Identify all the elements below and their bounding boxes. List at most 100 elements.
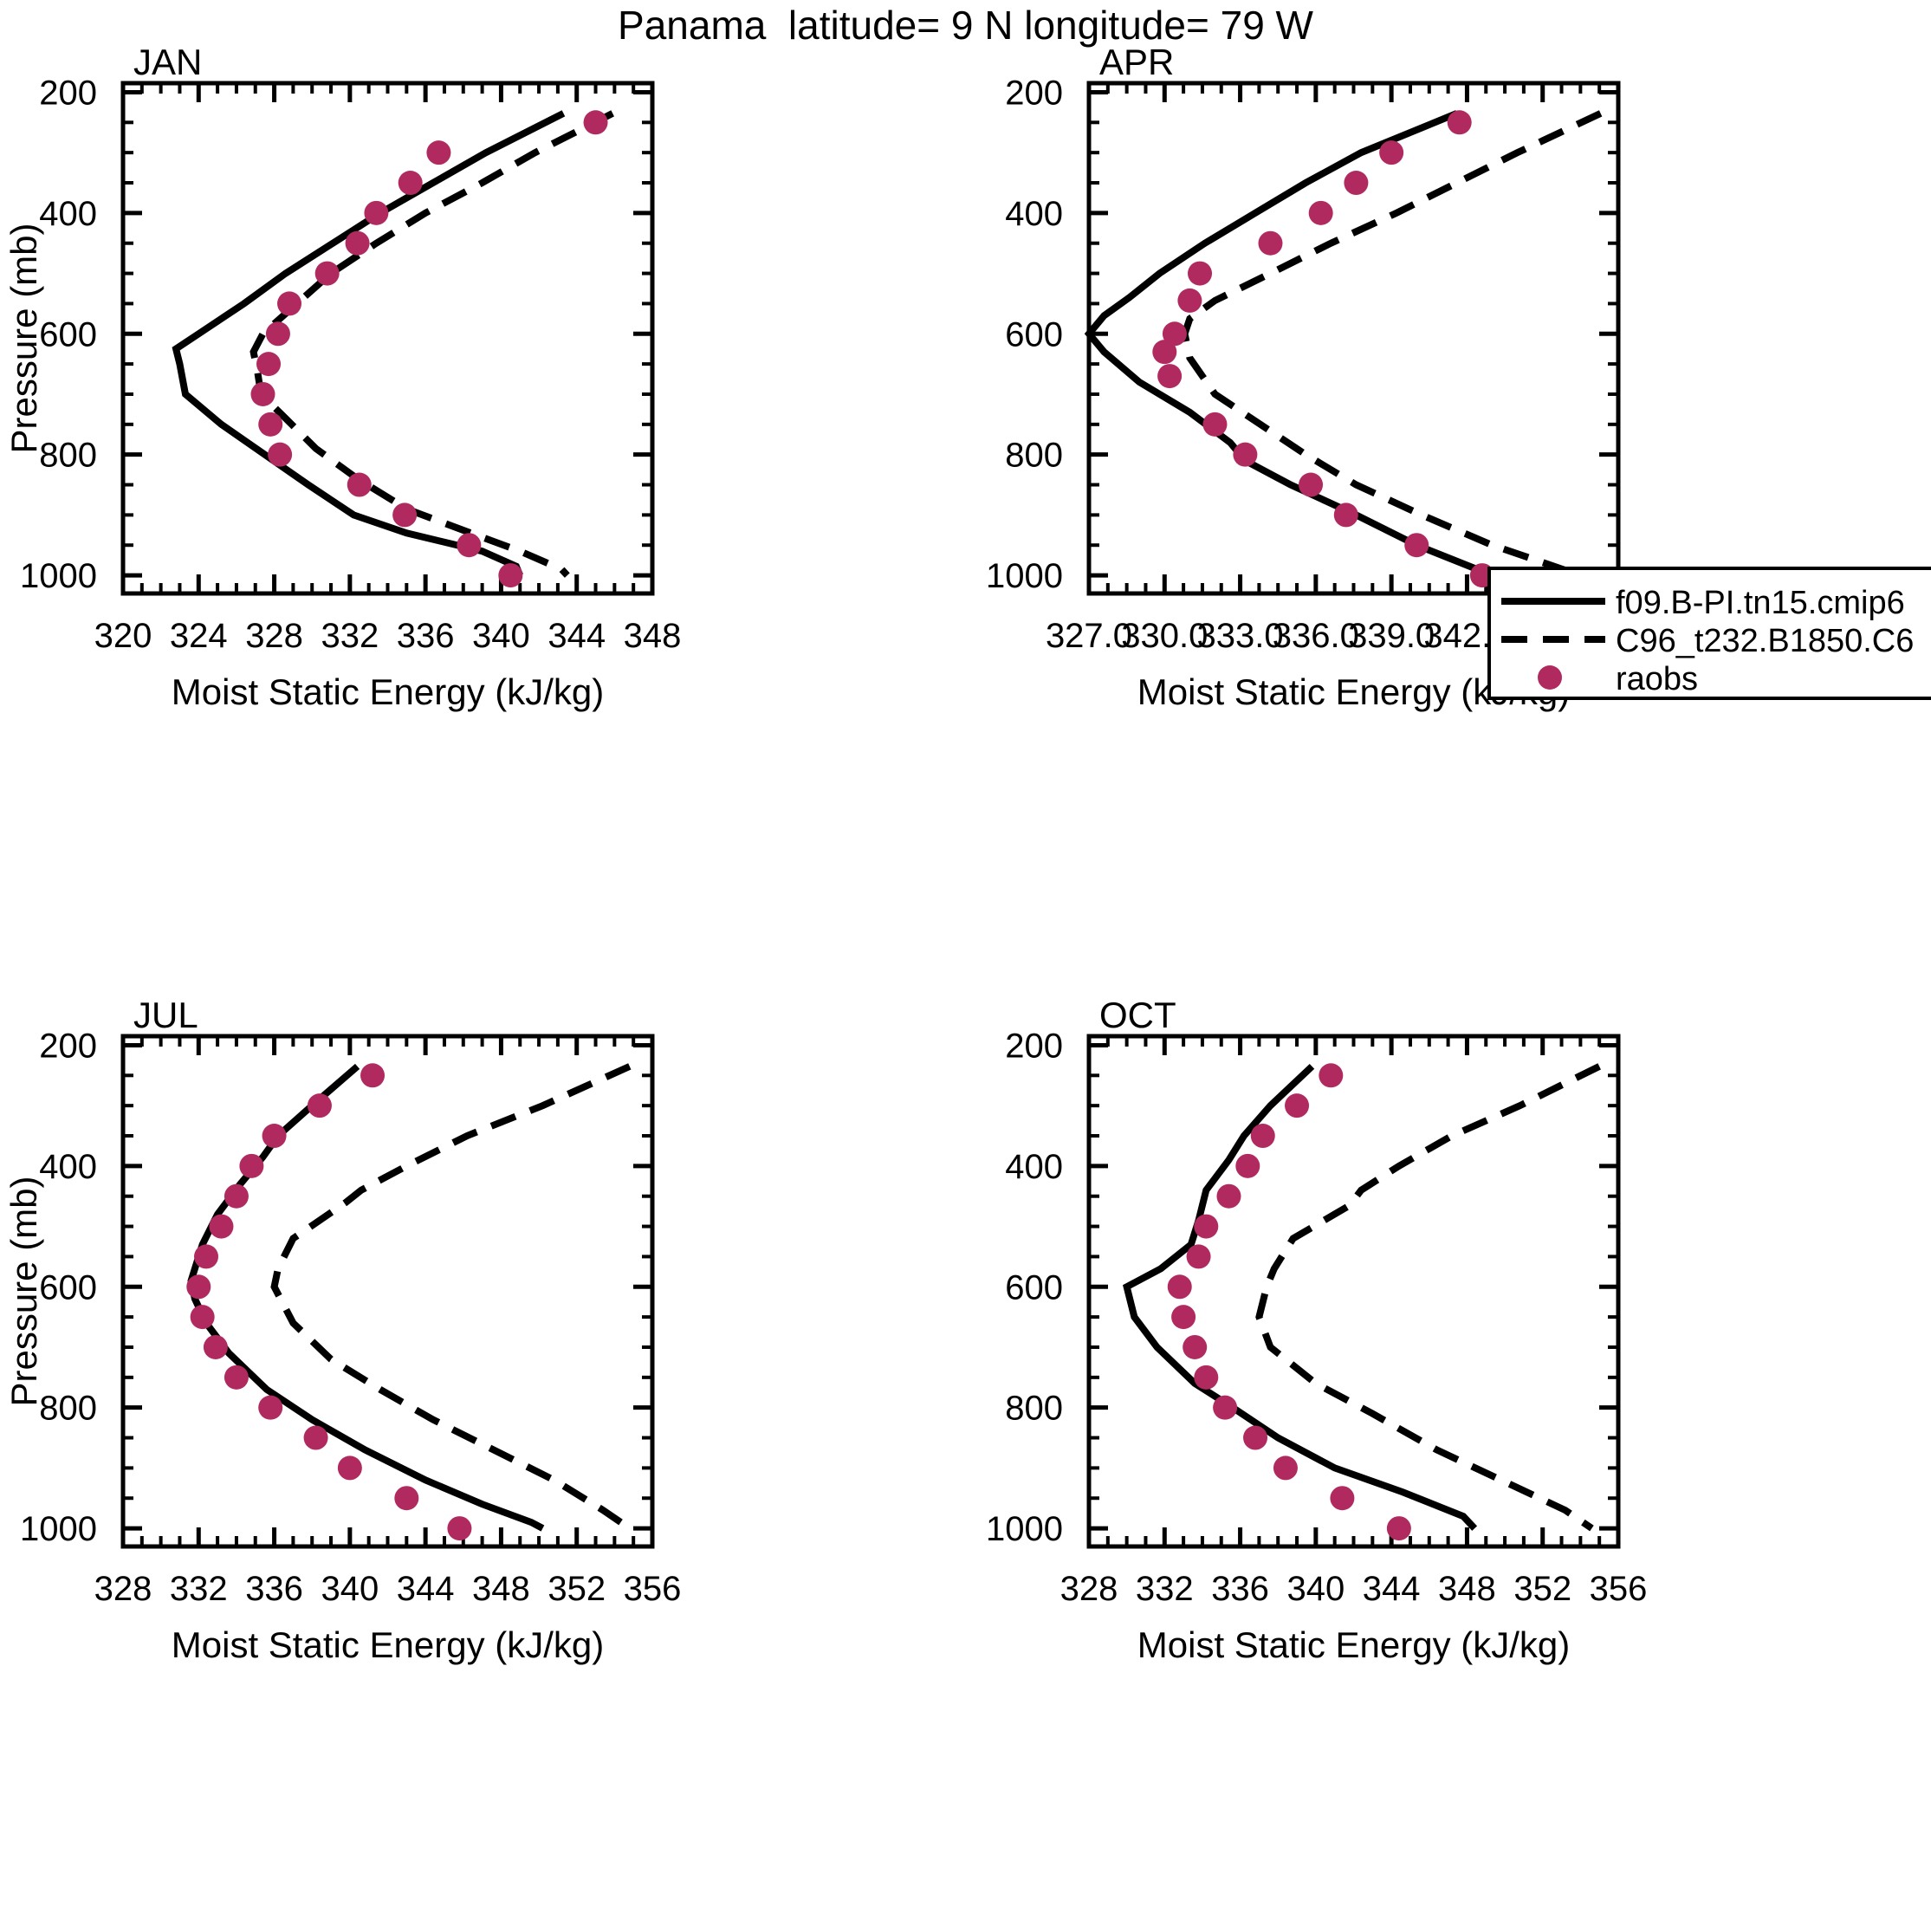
x-tick-label: 348: [624, 617, 682, 655]
panel-oct: 328 332 336 340 344 348 352 356 200 400 600 800 1000…: [966, 988, 1931, 1932]
plot-apr: 327.0330.0333.0336.0339.0342.0345.0348.0…: [986, 42, 1931, 712]
series-line-dashed: [270, 1063, 632, 1532]
panel-jul: 328 332 336 340 344 348 352 356 200 400 600 800 1000…: [0, 988, 965, 1932]
raobs-marker: [1167, 1274, 1192, 1300]
x-tick-label: 344: [1363, 1570, 1421, 1608]
raobs-marker: [360, 1063, 386, 1088]
raobs-marker: [1308, 200, 1333, 225]
x-tick-label: 339.0: [1348, 617, 1435, 655]
raobs-marker: [258, 1395, 283, 1420]
x-tick-label: 344: [548, 617, 606, 655]
x-tick-label: 336: [245, 1570, 303, 1608]
raobs-marker: [1344, 171, 1369, 196]
raobs-marker: [224, 1365, 249, 1390]
raobs-marker: [1404, 533, 1429, 558]
raobs-marker: [239, 1153, 264, 1178]
raobs-marker: [364, 200, 389, 225]
x-axis-title: Moist Static Energy (kJ/kg): [172, 1624, 604, 1665]
legend: f09.B-PI.tn15.cmip6C96_t232.B1850.C6raob…: [1487, 567, 1931, 700]
x-tick-label: 352: [548, 1570, 606, 1608]
plot-jan: 320 324 328 332 336 340 344 348 200 400 600 800 1000…: [3, 42, 682, 712]
raobs-marker: [265, 321, 290, 347]
raobs-marker: [307, 1093, 332, 1118]
y-tick-label: 600: [39, 315, 97, 353]
raobs-marker: [1171, 1305, 1196, 1330]
x-tick-label: 340: [321, 1570, 379, 1608]
raobs-marker: [1258, 230, 1283, 256]
x-tick-label: 327.0: [1046, 617, 1132, 655]
x-tick-label: 352: [1513, 1570, 1571, 1608]
y-tick-label: 800: [1005, 437, 1063, 475]
x-tick-label: 332: [321, 617, 379, 655]
x-tick-label: 328: [1060, 1570, 1118, 1608]
raobs-marker: [426, 140, 451, 165]
panel-apr: 327.0330.0333.0336.0339.0342.0345.0348.0…: [966, 35, 1931, 979]
raobs-marker: [256, 352, 282, 377]
series-line-dashed: [249, 110, 614, 578]
series-line-solid: [1084, 110, 1485, 578]
legend-label: C96_t232.B1850.C6: [1616, 623, 1914, 659]
raobs-marker: [1186, 1244, 1211, 1269]
raobs-marker: [262, 1124, 287, 1149]
x-tick-label: 344: [397, 1570, 455, 1608]
y-tick-label: 400: [39, 1148, 97, 1186]
y-tick-label: 200: [1005, 74, 1063, 112]
raobs-marker: [258, 412, 283, 437]
panel-label: APR: [1099, 42, 1174, 82]
series-line-solid: [187, 1063, 545, 1532]
raobs-marker: [1194, 1214, 1219, 1239]
y-tick-label: 200: [39, 1027, 97, 1065]
raobs-marker: [1152, 340, 1177, 365]
raobs-marker: [1216, 1183, 1241, 1209]
x-tick-label: 356: [624, 1570, 682, 1608]
raobs-marker: [194, 1244, 219, 1269]
panel-label: JAN: [133, 42, 202, 82]
raobs-marker: [1333, 502, 1358, 528]
raobs-marker: [457, 533, 482, 558]
series-line-solid: [1123, 1063, 1478, 1531]
raobs-marker: [224, 1183, 249, 1209]
y-tick-label: 400: [1005, 195, 1063, 233]
x-tick-label: 348: [472, 1570, 530, 1608]
raobs-marker: [190, 1305, 215, 1330]
y-tick-label: 1000: [20, 1510, 97, 1548]
plot-oct: 328 332 336 340 344 348 352 356 200 400 600 800 1000…: [986, 995, 1648, 1665]
x-tick-label: 336: [397, 617, 455, 655]
raobs-marker: [1188, 261, 1213, 286]
y-tick-label: 400: [39, 195, 97, 233]
x-tick-label: 336: [1211, 1570, 1269, 1608]
raobs-marker: [1319, 1063, 1344, 1088]
raobs-marker: [1233, 442, 1258, 467]
raobs-marker: [1194, 1365, 1219, 1390]
series-line-dashed: [1181, 110, 1603, 579]
raobs-marker: [203, 1334, 228, 1359]
raobs-marker: [583, 110, 608, 135]
y-tick-label: 200: [39, 74, 97, 112]
x-tick-label: 348: [1438, 1570, 1496, 1608]
y-tick-label: 600: [1005, 315, 1063, 353]
y-tick-label: 600: [1005, 1268, 1063, 1306]
x-tick-label: 328: [245, 617, 303, 655]
raobs-marker: [303, 1425, 328, 1450]
raobs-marker: [1299, 472, 1324, 497]
legend-label: raobs: [1616, 661, 1698, 697]
panel-label: JUL: [133, 995, 198, 1035]
x-tick-label: 356: [1590, 1570, 1648, 1608]
y-tick-label: 200: [1005, 1027, 1063, 1065]
raobs-marker: [1386, 1516, 1411, 1541]
x-axis-title: Moist Static Energy (kJ/kg): [172, 671, 604, 712]
raobs-marker: [1183, 1334, 1208, 1359]
x-tick-label: 333.0: [1197, 617, 1284, 655]
raobs-marker: [1379, 140, 1404, 165]
raobs-marker: [1250, 1124, 1275, 1149]
raobs-marker: [345, 230, 370, 256]
raobs-marker: [398, 171, 423, 196]
x-tick-label: 324: [170, 617, 228, 655]
raobs-marker: [394, 1486, 419, 1511]
y-tick-label: 800: [39, 437, 97, 475]
series-line-solid: [172, 110, 566, 577]
raobs-marker: [1235, 1153, 1260, 1178]
raobs-marker: [1202, 412, 1228, 437]
raobs-marker: [1177, 288, 1202, 313]
